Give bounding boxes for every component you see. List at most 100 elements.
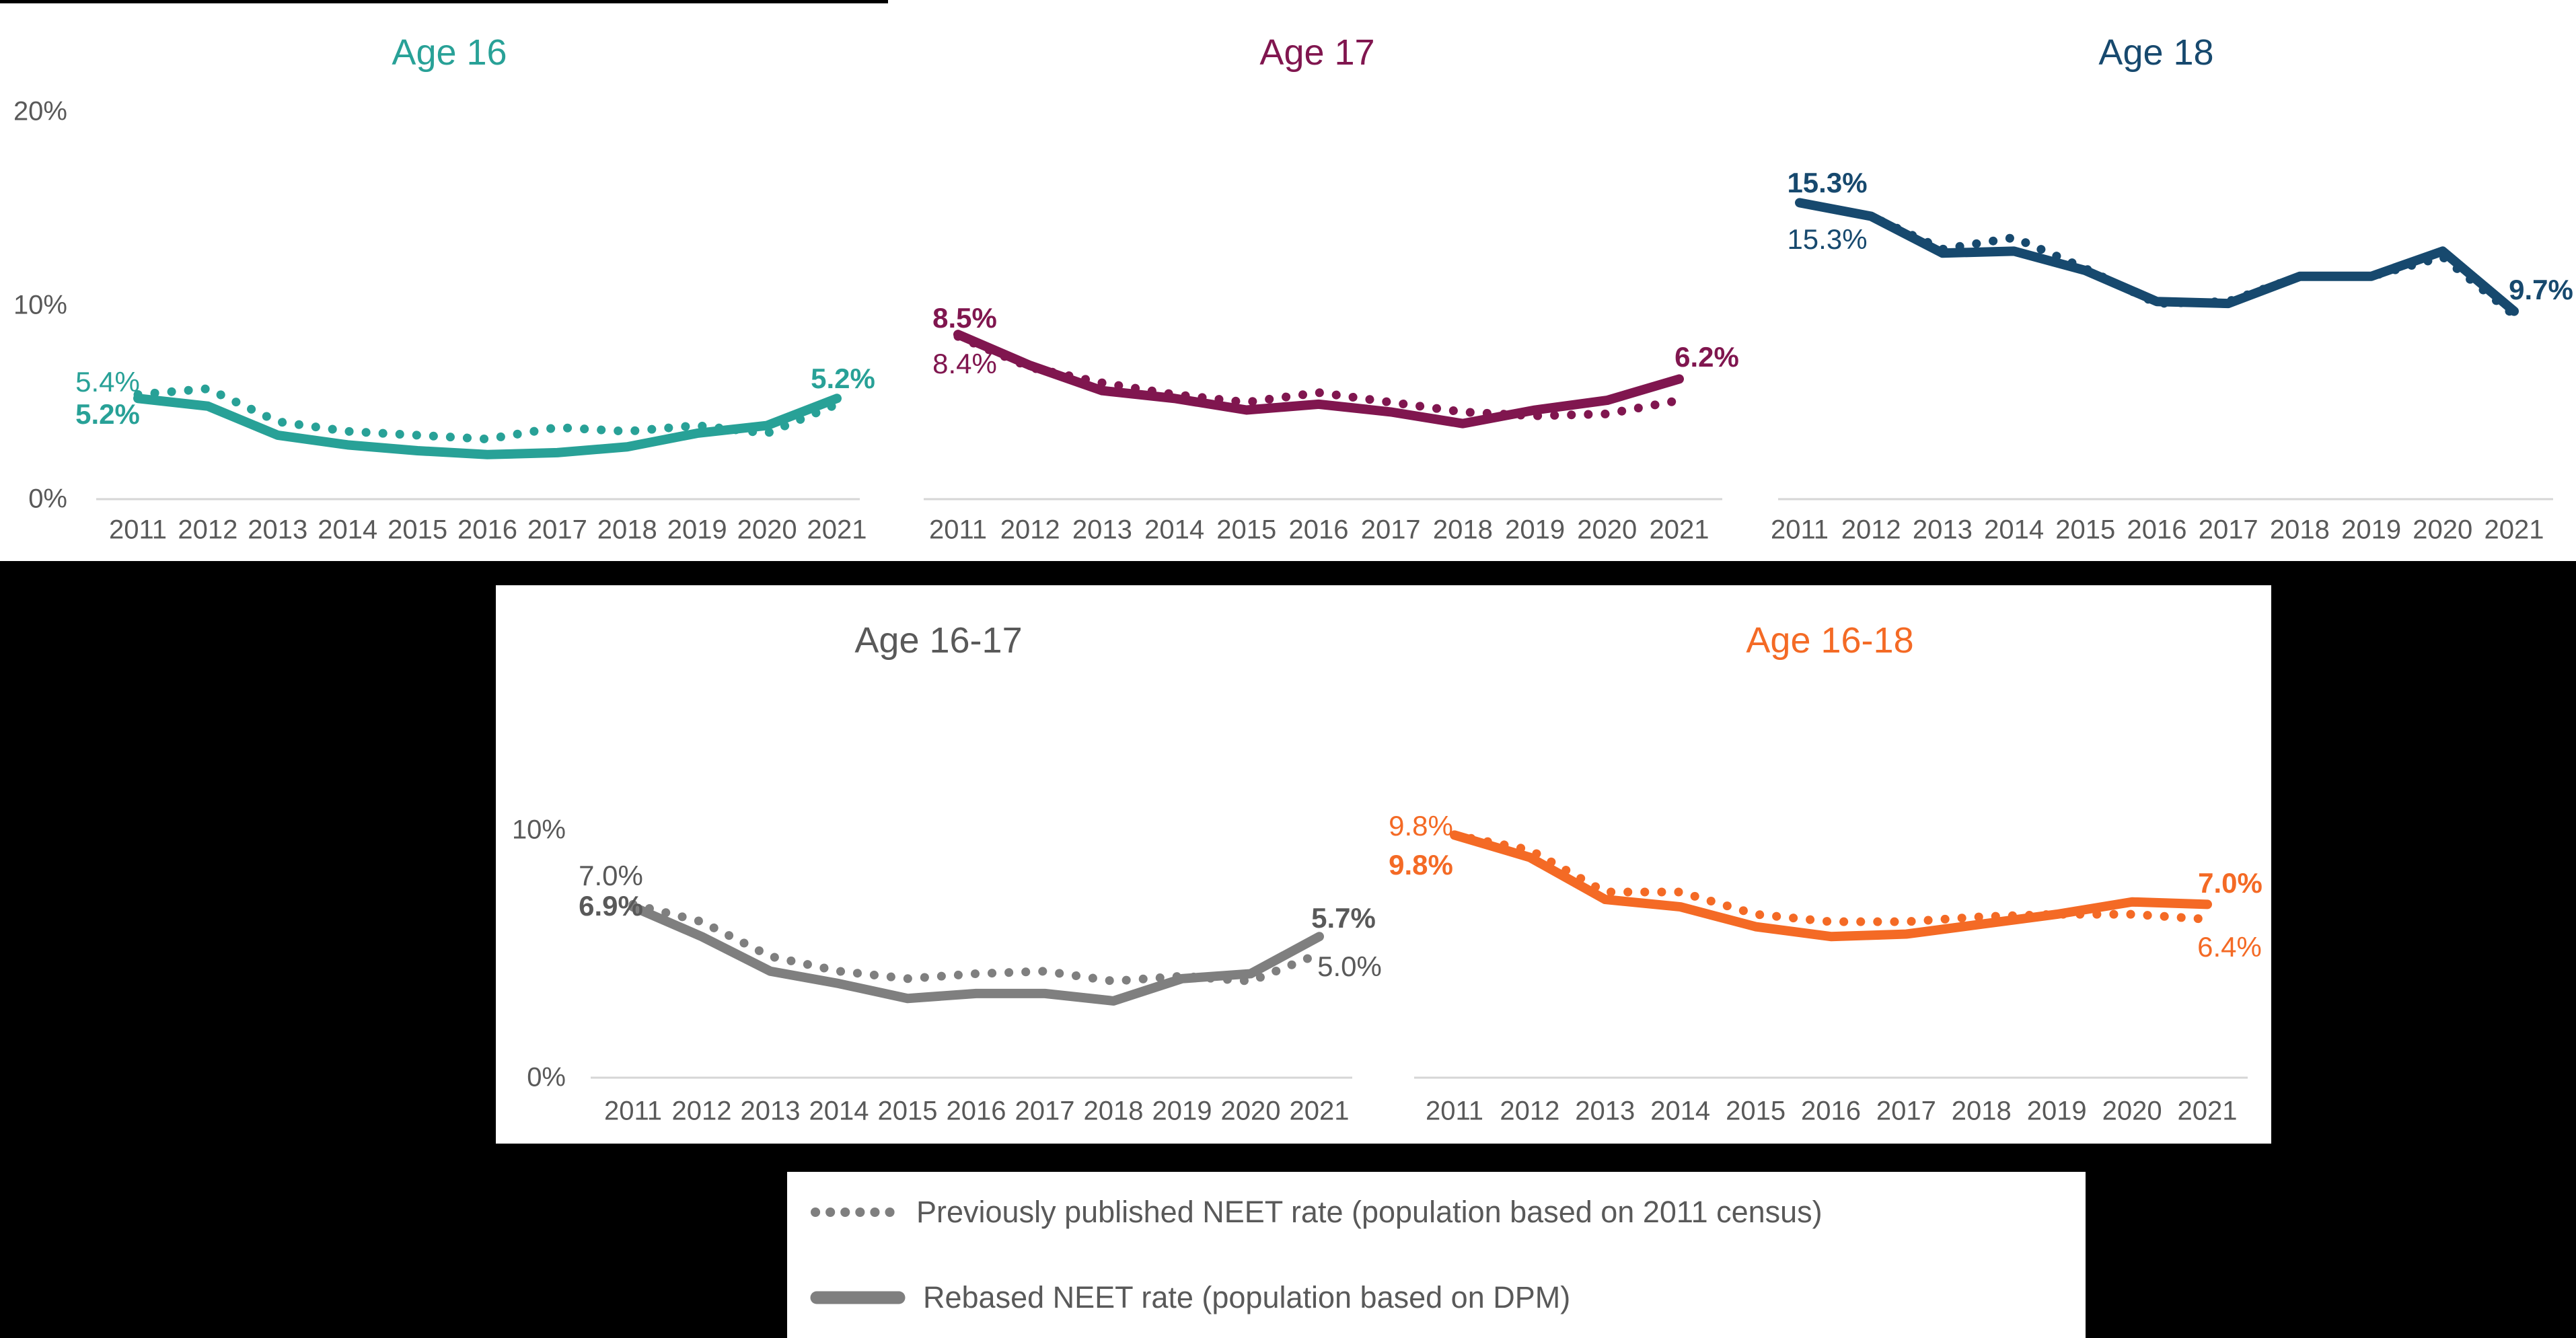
age-16-x-axis-year-label: 2019	[667, 515, 727, 545]
age-16-data-label: 5.4%	[75, 366, 140, 398]
top-white-band	[0, 0, 2576, 561]
age-16-17-x-axis-year-label: 2014	[809, 1096, 869, 1126]
legend-item-rebased: Rebased NEET rate (population based on D…	[810, 1280, 1570, 1315]
age-16-17-x-axis-year-label: 2016	[946, 1096, 1006, 1126]
age-17-x-axis-year-label: 2011	[928, 515, 988, 545]
age-16-17-x-axis-year-label: 2012	[671, 1096, 732, 1126]
age-18-x-axis-year-label: 2012	[1841, 515, 1901, 545]
age-16-18-x-axis-year-label: 2020	[2102, 1096, 2162, 1126]
age-16-17-x-axis-year-label: 2017	[1015, 1096, 1075, 1126]
age-18-data-label: 15.3%	[1787, 223, 1868, 255]
panel-age-16-17	[496, 585, 1381, 1144]
age-16-y-axis-tick-label: 20%	[13, 96, 67, 126]
age-16-18-x-axis-year-label: 2016	[1801, 1096, 1861, 1126]
age-18-data-label: 15.3%	[1787, 167, 1868, 198]
age-18-x-axis-year-label: 2019	[2341, 515, 2402, 545]
age-17-x-axis-year-label: 2016	[1288, 515, 1349, 545]
chart-title-age-17: Age 17	[1259, 32, 1375, 73]
age-16-17-y-axis-tick-label: 10%	[511, 815, 566, 845]
chart-title-age-16: Age 16	[392, 32, 507, 73]
age-16-x-axis-year-label: 2013	[248, 515, 308, 545]
age-16-17-x-axis-year-label: 2020	[1220, 1096, 1281, 1126]
age-18-solid-line	[1795, 198, 2519, 316]
age-16-18-x-axis-year-label: 2018	[1951, 1096, 2012, 1126]
age-16-x-axis-year-label: 2012	[178, 515, 238, 545]
age-16-y-axis-tick-label: 10%	[13, 290, 67, 320]
age-18-x-axis-year-label: 2016	[2127, 515, 2187, 545]
age-16-17-data-label: 5.7%	[1311, 902, 1376, 934]
age-16-18-data-label: 9.8%	[1389, 810, 1453, 842]
age-17-solid-line	[953, 330, 1684, 429]
age-16-18-x-axis-year-label: 2019	[2026, 1096, 2087, 1126]
chart-title-age-16-17: Age 16-17	[854, 620, 1023, 661]
age-17-data-label: 8.5%	[932, 302, 997, 334]
age-17-dotted-line	[953, 332, 1684, 420]
age-16-18-x-axis-year-label: 2017	[1876, 1096, 1936, 1126]
age-16-x-axis-year-label: 2020	[737, 515, 797, 545]
age-16-18-data-label: 9.8%	[1389, 849, 1453, 881]
age-16-18-data-label: 7.0%	[2198, 867, 2262, 899]
age-16-x-axis-year-label: 2011	[108, 515, 168, 545]
age-16-17-x-axis-year-label: 2019	[1152, 1096, 1212, 1126]
age-16-17-y-axis-tick-label: 0%	[527, 1062, 566, 1092]
chart-title-age-18: Age 18	[2098, 32, 2214, 73]
age-16-x-axis-year-label: 2016	[457, 515, 517, 545]
age-16-17-x-axis-year-label: 2021	[1289, 1096, 1350, 1126]
age-16-18-x-axis-year-label: 2011	[1425, 1096, 1484, 1126]
age-16-18-x-axis-year-label: 2014	[1650, 1096, 1711, 1126]
dotted-line-swatch	[811, 1207, 898, 1217]
age-18-x-axis-year-label: 2020	[2413, 515, 2473, 545]
age-18-x-axis-year-label: 2017	[2198, 515, 2258, 545]
age-18-x-axis-year-label: 2011	[1770, 515, 1829, 545]
age-18-data-label: 9.7%	[2509, 274, 2573, 305]
age-16-17-data-label: 5.0%	[1317, 951, 1382, 982]
age-16-x-axis-year-label: 2014	[318, 515, 378, 545]
age-16-18-x-axis-year-label: 2013	[1575, 1096, 1635, 1126]
age-18-x-axis-year-label: 2021	[2484, 515, 2544, 545]
age-17-x-axis-year-label: 2012	[1000, 515, 1060, 545]
age-17-x-axis-year-label: 2015	[1216, 515, 1277, 545]
age-17-x-axis-year-label: 2019	[1505, 515, 1566, 545]
age-16-17-solid-line	[628, 902, 1324, 1006]
age-16-x-axis-year-label: 2015	[388, 515, 448, 545]
legend: Previously published NEET rate (populati…	[787, 1172, 2086, 1338]
age-16-17-x-axis-year-label: 2011	[603, 1096, 663, 1126]
age-17-data-label: 8.4%	[932, 348, 997, 379]
age-16-17-x-axis-year-label: 2013	[740, 1096, 801, 1126]
legend-label-rebased: Rebased NEET rate (population based on D…	[923, 1280, 1571, 1314]
age-16-18-x-axis-year-label: 2015	[1726, 1096, 1786, 1126]
top-left-black-bar	[0, 0, 888, 3]
age-16-18-x-axis-year-label: 2021	[2177, 1096, 2238, 1126]
solid-line-swatch	[810, 1291, 906, 1304]
age-16-y-axis-tick-label: 0%	[28, 484, 67, 514]
age-16-18-x-axis-year-label: 2012	[1500, 1096, 1560, 1126]
age-18-x-axis-year-label: 2018	[2269, 515, 2330, 545]
age-16-17-x-axis-year-label: 2018	[1083, 1096, 1144, 1126]
age-16-18-solid-line	[1450, 830, 2212, 942]
age-16-17-dotted-line	[628, 899, 1324, 986]
panel-age-16-18	[1381, 585, 2271, 1144]
age-17-data-label: 6.2%	[1675, 341, 1739, 373]
age-17-x-axis-year-label: 2021	[1649, 515, 1709, 545]
age-17-x-axis-year-label: 2014	[1144, 515, 1205, 545]
age-16-solid-line	[133, 394, 842, 459]
age-16-x-axis-year-label: 2018	[597, 515, 657, 545]
age-16-17-data-label: 6.9%	[579, 890, 643, 922]
age-16-data-label: 5.2%	[811, 363, 875, 394]
age-17-x-axis-year-label: 2018	[1432, 515, 1493, 545]
age-18-x-axis-year-label: 2013	[1912, 515, 1973, 545]
legend-label-previously-published: Previously published NEET rate (populati…	[916, 1195, 1823, 1229]
age-16-x-axis-year-label: 2021	[807, 515, 867, 545]
age-16-17-x-axis-year-label: 2015	[877, 1096, 938, 1126]
legend-item-previously-published: Previously published NEET rate (populati…	[810, 1195, 1823, 1230]
chart-title-age-16-18: Age 16-18	[1746, 620, 1914, 661]
age-16-17-data-label: 7.0%	[579, 860, 643, 891]
age-18-x-axis-year-label: 2014	[1984, 515, 2045, 545]
age-16-data-label: 5.2%	[75, 398, 140, 430]
age-17-x-axis-year-label: 2017	[1360, 515, 1421, 545]
age-17-x-axis-year-label: 2020	[1577, 515, 1637, 545]
age-16-x-axis-year-label: 2017	[527, 515, 587, 545]
age-16-18-data-label: 6.4%	[2197, 931, 2262, 963]
age-18-x-axis-year-label: 2015	[2055, 515, 2116, 545]
